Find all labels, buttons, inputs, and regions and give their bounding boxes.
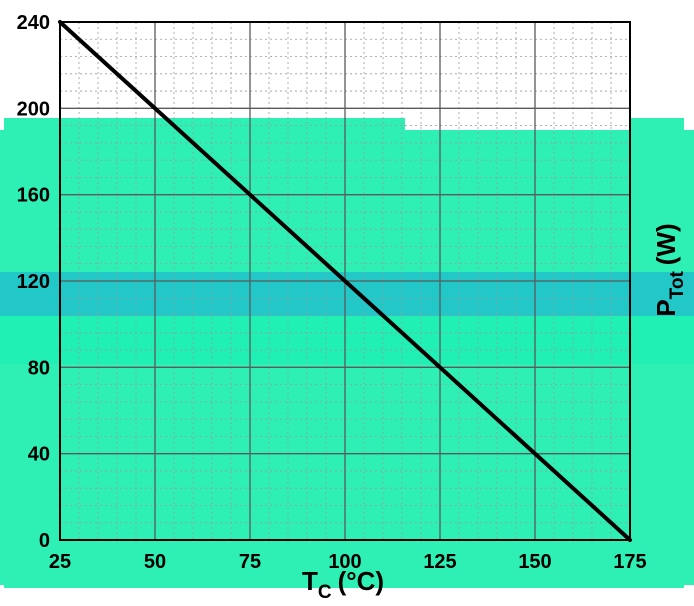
x-axis-label-unit: (°C) bbox=[338, 566, 385, 596]
x-tick-label: 175 bbox=[613, 551, 646, 573]
y-axis-label: PTot (W) bbox=[651, 223, 688, 316]
y-axis-label-subscript: Tot bbox=[667, 271, 688, 300]
x-axis-label: TC (°C) bbox=[302, 566, 384, 601]
y-tick-label: 40 bbox=[28, 444, 50, 466]
x-tick-label: 75 bbox=[239, 551, 261, 573]
y-tick-label: 240 bbox=[17, 12, 50, 34]
x-tick-label: 100 bbox=[328, 551, 361, 573]
series-layer bbox=[58, 20, 632, 542]
series-line-0 bbox=[58, 20, 632, 542]
x-tick-label: 50 bbox=[144, 551, 166, 573]
overlay-band-light bbox=[0, 316, 694, 364]
y-tick-label: 0 bbox=[39, 530, 50, 552]
y-tick-label: 80 bbox=[28, 357, 50, 379]
y-tick-label: 120 bbox=[17, 271, 50, 293]
x-axis-label-symbol: T bbox=[302, 566, 318, 596]
y-tick-label: 200 bbox=[17, 98, 50, 120]
tick-labels-layer: 25 50 75 100 125 150 175 0 40 80 120 160 200 240 bbox=[17, 12, 647, 573]
x-tick-label: 25 bbox=[49, 551, 71, 573]
y-tick-label: 160 bbox=[17, 185, 50, 207]
y-axis-label-symbol: P bbox=[651, 299, 681, 316]
x-axis-label-subscript: C bbox=[318, 582, 332, 601]
y-axis-label-unit: (W) bbox=[651, 223, 681, 265]
x-tick-label: 150 bbox=[518, 551, 551, 573]
overlay-notch bbox=[405, 118, 630, 130]
plot-frame bbox=[59, 21, 631, 541]
overlay-band-dark bbox=[0, 272, 694, 316]
x-tick-label: 125 bbox=[423, 551, 456, 573]
